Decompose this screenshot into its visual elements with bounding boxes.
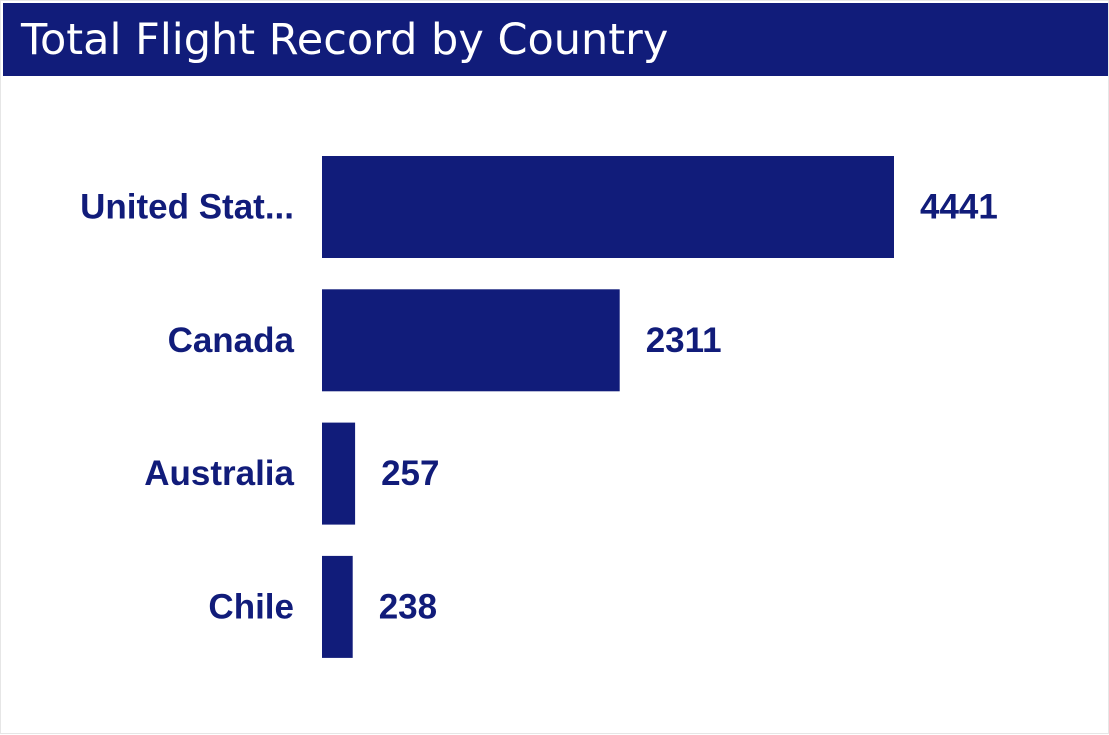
category-label: Canada	[168, 321, 295, 360]
category-label: Chile	[208, 587, 294, 626]
bar-2[interactable]	[322, 422, 356, 525]
value-label: 2311	[646, 321, 722, 360]
category-label: United Stat...	[80, 188, 294, 227]
value-labels-group: 4441 2311 257 238	[379, 188, 998, 627]
value-label: 257	[381, 454, 439, 493]
chart-title: Total Flight Record by Country	[21, 14, 669, 65]
category-labels-group: United Stat... Canada Australia Chile	[80, 188, 294, 627]
bars-group	[322, 156, 894, 658]
title-bar: Total Flight Record by Country	[3, 3, 1108, 76]
category-label: Australia	[144, 454, 294, 493]
bar-3[interactable]	[322, 555, 353, 658]
value-label: 4441	[920, 188, 998, 227]
bar-1[interactable]	[322, 289, 620, 392]
value-label: 238	[379, 587, 437, 626]
bar-0[interactable]	[322, 156, 894, 258]
